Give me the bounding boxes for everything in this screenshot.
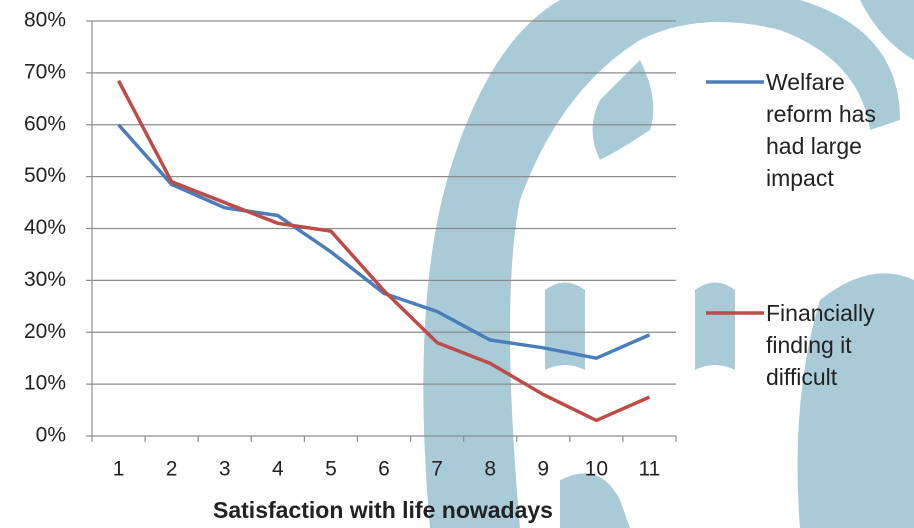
y-tick-label: 40% xyxy=(24,216,66,239)
y-tick-label: 50% xyxy=(24,164,66,187)
y-tick-label: 10% xyxy=(24,372,66,395)
x-tick-label: 8 xyxy=(484,458,496,481)
y-tick-label: 80% xyxy=(24,9,66,32)
y-tick-label: 20% xyxy=(24,320,66,343)
series-line xyxy=(119,81,650,421)
y-tick-label: 60% xyxy=(24,112,66,135)
x-tick-label: 6 xyxy=(378,458,390,481)
x-tick-label: 3 xyxy=(219,458,231,481)
page: Satisfaction with life nowadays 0% 10% 20%… xyxy=(0,0,914,528)
x-tick-label: 1 xyxy=(113,458,125,481)
x-tick-label: 5 xyxy=(325,458,337,481)
y-tick-label: 0% xyxy=(36,424,66,447)
legend-label: Financially finding it difficult xyxy=(766,297,914,393)
y-tick-label: 30% xyxy=(24,268,66,291)
x-tick-label: 9 xyxy=(537,458,549,481)
x-tick-label: 10 xyxy=(585,458,608,481)
y-tick-label: 70% xyxy=(24,60,66,83)
x-tick-label: 11 xyxy=(639,458,661,481)
x-tick-label: 4 xyxy=(272,458,284,481)
x-axis-title: Satisfaction with life nowadays xyxy=(213,497,553,523)
x-tick-label: 7 xyxy=(431,458,443,481)
x-tick-label: 2 xyxy=(166,458,178,481)
legend-label: Welfare reform has had large impact xyxy=(766,66,914,194)
